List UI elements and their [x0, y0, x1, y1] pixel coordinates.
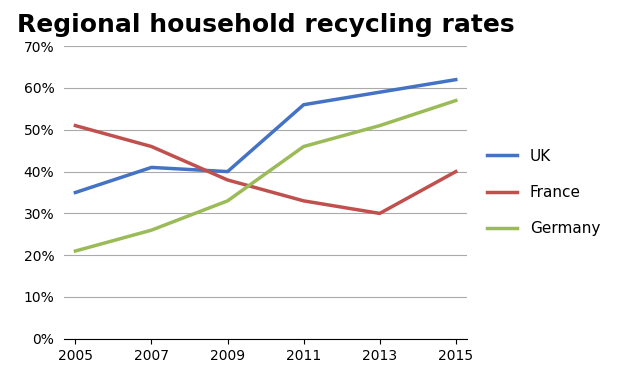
- Line: Germany: Germany: [76, 100, 456, 251]
- Germany: [72, 249, 79, 253]
- UK: [72, 190, 79, 195]
- UK: [148, 165, 156, 170]
- Legend: UK, France, Germany: UK, France, Germany: [487, 149, 600, 236]
- France: [452, 169, 460, 174]
- France: [300, 199, 307, 203]
- France: [376, 211, 383, 216]
- UK: [300, 102, 307, 107]
- Germany: [300, 144, 307, 149]
- Line: UK: UK: [76, 80, 456, 192]
- Germany: [376, 123, 383, 128]
- UK: [376, 90, 383, 94]
- France: [224, 177, 232, 182]
- France: [148, 144, 156, 149]
- Title: Regional household recycling rates: Regional household recycling rates: [17, 13, 515, 37]
- UK: [452, 77, 460, 82]
- Germany: [224, 199, 232, 203]
- UK: [224, 169, 232, 174]
- France: [72, 123, 79, 128]
- Germany: [452, 98, 460, 103]
- Line: France: France: [76, 126, 456, 213]
- Germany: [148, 228, 156, 233]
